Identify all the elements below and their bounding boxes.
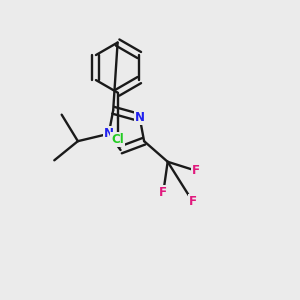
Text: F: F	[192, 164, 200, 177]
Text: N: N	[135, 111, 145, 124]
Text: Cl: Cl	[111, 133, 124, 146]
Text: N: N	[104, 127, 114, 140]
Text: F: F	[189, 195, 197, 208]
Text: F: F	[159, 186, 167, 199]
